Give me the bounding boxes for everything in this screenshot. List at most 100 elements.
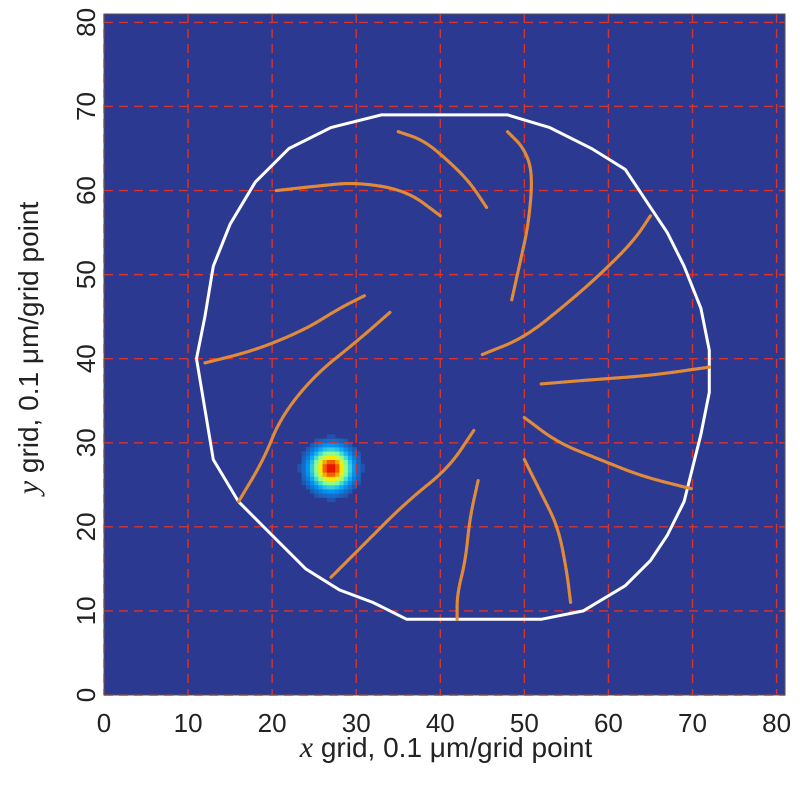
hot-spot-cell <box>301 476 307 482</box>
hot-spot-cell <box>347 489 353 494</box>
hot-spot-cell <box>318 451 323 456</box>
hot-spot-cell <box>305 472 311 477</box>
hot-spot-cell <box>309 480 315 486</box>
hot-spot-cell <box>335 472 340 477</box>
hot-spot-cell <box>331 455 336 460</box>
hot-spot-cell <box>352 459 357 465</box>
hot-spot-cell <box>305 459 311 465</box>
hot-spot-cell <box>318 442 323 448</box>
hot-spot-cell <box>297 463 302 469</box>
hot-spot-cell <box>318 493 323 498</box>
hot-spot-cell <box>326 451 332 456</box>
hot-spot-cell <box>343 472 349 477</box>
hot-spot-cell <box>331 484 336 490</box>
y-axis-label: y grid, 0.1 μm/grid point <box>12 202 45 498</box>
hot-spot-cell <box>335 463 340 469</box>
hot-spot-cell <box>343 455 349 460</box>
y-tick-labels: 0 10 20 30 40 50 60 70 80 <box>71 8 101 702</box>
hot-spot-cell <box>314 468 319 473</box>
hot-spot-cell <box>309 446 315 452</box>
hot-spot-cell <box>331 472 336 477</box>
hot-spot-cell <box>347 463 353 469</box>
hot-spot-cell <box>352 446 357 452</box>
hot-spot-cell <box>331 489 336 494</box>
hot-spot-cell <box>347 468 353 473</box>
hot-spot-cell <box>343 463 349 469</box>
hot-spot-cell <box>305 446 311 452</box>
hot-spot-cell <box>301 468 307 473</box>
hot-spot-cell <box>331 459 336 465</box>
hot-spot-cell <box>309 476 315 482</box>
heatmap-background <box>104 14 785 695</box>
hot-spot-cell <box>318 480 323 486</box>
hot-spot-cell <box>335 446 340 452</box>
hot-spot-cell <box>356 468 361 473</box>
hot-spot-cell <box>356 451 361 456</box>
hot-spot-cell <box>356 463 361 469</box>
hot-spot-cell <box>331 497 336 503</box>
hot-spot-cell <box>301 463 307 469</box>
hot-spot-cell <box>356 480 361 486</box>
y-tick-label: 20 <box>71 512 101 541</box>
x-axis-text: grid, 0.1 μm/grid point <box>313 732 592 763</box>
hot-spot-cell <box>297 468 302 473</box>
hot-spot-cell <box>335 480 340 486</box>
hot-spot-cell <box>305 484 311 490</box>
hot-spot-cell <box>326 484 332 490</box>
hot-spot-cell <box>326 442 332 448</box>
hot-spot-cell <box>347 455 353 460</box>
hot-spot-cell <box>301 472 307 477</box>
hot-spot-cell <box>318 472 323 477</box>
hot-spot-cell <box>356 459 361 465</box>
hot-spot-cell <box>314 459 319 465</box>
hot-spot-cell <box>301 459 307 465</box>
hot-spot-cell <box>335 459 340 465</box>
hot-spot-cell <box>352 476 357 482</box>
hot-spot-cell <box>331 438 336 444</box>
y-axis-var: y <box>12 480 45 497</box>
hot-spot-cell <box>339 442 345 448</box>
hot-spot-cell <box>305 463 311 469</box>
hot-spot-cell <box>322 472 328 477</box>
y-tick-label: 10 <box>71 596 101 625</box>
hot-spot-cell <box>309 489 315 494</box>
hot-spot-cell <box>322 480 328 486</box>
hot-spot-cell <box>309 484 315 490</box>
hot-spot-cell <box>318 489 323 494</box>
hot-spot-cell <box>314 484 319 490</box>
hot-spot-cell <box>343 489 349 494</box>
x-axis-var: x <box>299 731 314 764</box>
x-tick-label: 80 <box>762 708 791 738</box>
hot-spot-cell <box>347 476 353 482</box>
hot-spot-cell <box>309 472 315 477</box>
hot-spot-cell <box>331 476 336 482</box>
hot-spot-cell <box>301 455 307 460</box>
hot-spot-cell <box>335 484 340 490</box>
hot-spot-cell <box>301 480 307 486</box>
hot-spot-cell <box>347 451 353 456</box>
track <box>522 415 695 491</box>
hot-spot-cell <box>339 451 345 456</box>
hot-spot-cell <box>314 438 319 444</box>
hot-spot-cell <box>326 493 332 498</box>
hot-spot-cell <box>326 455 332 460</box>
x-tick-label: 40 <box>426 708 455 738</box>
hot-spot-cell <box>343 480 349 486</box>
hot-spot-cell <box>314 455 319 460</box>
hot-spot-cell <box>322 468 328 473</box>
hot-spot-cell <box>335 438 340 444</box>
tracks <box>203 130 711 621</box>
hot-spot-cell <box>352 480 357 486</box>
hot-spot-cell <box>339 468 345 473</box>
hot-spot-cell <box>360 463 366 469</box>
x-tick-label: 60 <box>594 708 623 738</box>
hot-spot-cell <box>314 472 319 477</box>
hot-spot-cell <box>356 472 361 477</box>
hot-spot-cell <box>309 442 315 448</box>
hot-spot-cell <box>339 476 345 482</box>
hot-spot-cell <box>305 480 311 486</box>
y-tick-label: 70 <box>71 92 101 121</box>
hot-spot-cell <box>356 455 361 460</box>
hot-spot-cell <box>335 476 340 482</box>
hot-spot-cell <box>314 446 319 452</box>
